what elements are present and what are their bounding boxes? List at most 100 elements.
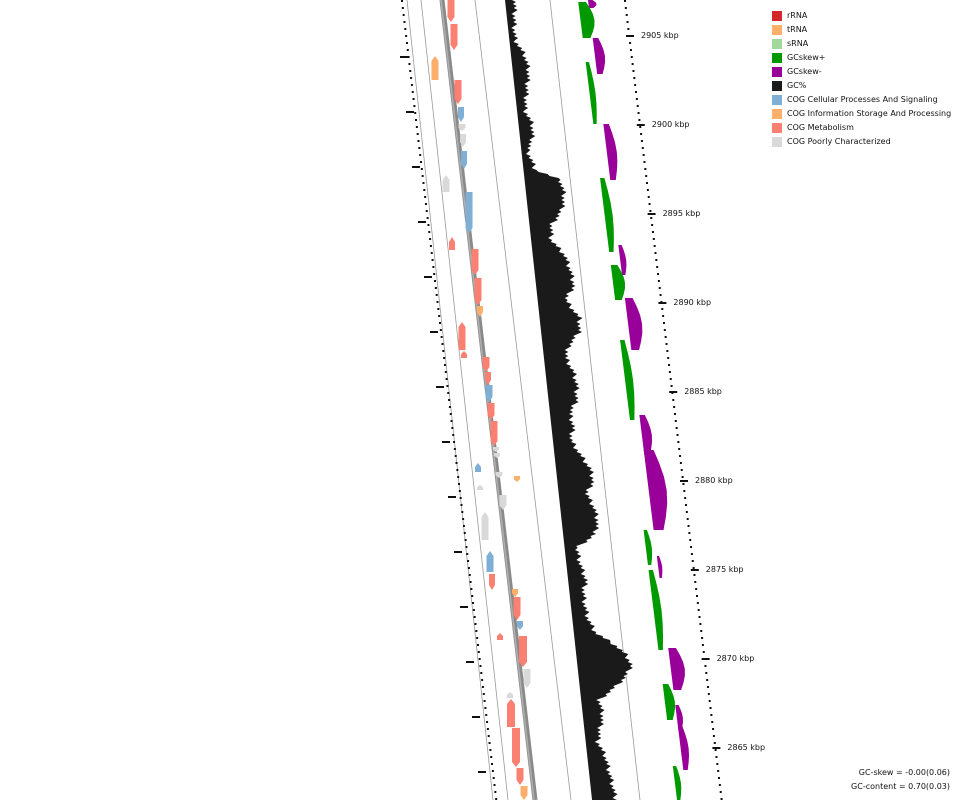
- ruler-dot: [631, 63, 634, 65]
- ruler-major-tick: [406, 111, 414, 113]
- ruler-dot: [697, 609, 700, 611]
- ruler-dot: [648, 203, 651, 205]
- tick-label: 2865 kbp: [727, 743, 765, 752]
- ruler-dot: [699, 623, 702, 625]
- ruler-dot: [698, 616, 701, 618]
- ruler-dot: [670, 385, 673, 387]
- legend-item-cog-information: COG Information Storage And Processing: [772, 107, 951, 121]
- ruler-dot: [442, 350, 445, 352]
- ruler-dot: [706, 679, 709, 681]
- ruler-dot: [428, 231, 431, 233]
- legend-label: COG Cellular Processes And Signaling: [787, 95, 938, 104]
- ruler-dot: [443, 357, 446, 359]
- ruler-dot: [455, 462, 458, 464]
- ruler-dot: [636, 105, 639, 107]
- ruler-dot: [642, 154, 645, 156]
- tick-label: 2905 kbp: [641, 31, 679, 40]
- label-tick: [647, 213, 656, 215]
- track-guide-line: [420, 0, 509, 800]
- ruler-dot: [458, 490, 461, 492]
- ruler-major-tick: [478, 771, 486, 773]
- ruler-dot: [627, 28, 630, 30]
- ruler-dot: [491, 770, 494, 772]
- ruler-dot: [434, 287, 437, 289]
- ruler-dot: [667, 357, 670, 359]
- ruler-dot: [696, 602, 699, 604]
- ruler-dot: [663, 329, 666, 331]
- ruler-dot: [688, 532, 691, 534]
- legend-swatch: [772, 123, 782, 133]
- ruler-dot: [484, 707, 487, 709]
- gc-skew-block: [624, 298, 643, 350]
- ruler-dot: [453, 441, 456, 443]
- legend-label: COG Metabolism: [787, 123, 854, 132]
- legend-item-srna: sRNA: [772, 37, 951, 51]
- gene-feature: [489, 574, 495, 590]
- ruler-dot: [632, 70, 635, 72]
- ruler-dot: [668, 371, 671, 373]
- legend-label: COG Information Storage And Processing: [787, 109, 952, 118]
- gene-features: [431, 0, 531, 800]
- ruler-dot: [693, 574, 696, 576]
- tick-label: 2900 kbp: [652, 120, 690, 129]
- ruler-dot: [669, 378, 672, 380]
- ruler-dot: [656, 266, 659, 268]
- legend-swatch: [772, 67, 782, 77]
- ruler-dot: [657, 273, 660, 275]
- legend-item-cog-cellular: COG Cellular Processes And Signaling: [772, 93, 951, 107]
- ruler-dot: [467, 560, 470, 562]
- gc-skew-block: [675, 705, 683, 730]
- ruler-dot: [651, 231, 654, 233]
- ruler-dot: [481, 686, 484, 688]
- ruler-dot: [480, 672, 483, 674]
- gc-skew-block: [656, 556, 663, 578]
- tick-label: 2890 kbp: [673, 298, 711, 307]
- ruler-dot: [639, 126, 642, 128]
- ruler-dot: [672, 399, 675, 401]
- label-tick: [690, 569, 699, 571]
- gc-skew-block: [643, 530, 653, 565]
- legend-item-gcskew-minus: GCskew-: [772, 65, 951, 79]
- ruler-major-tick: [424, 276, 432, 278]
- ruler-dot: [630, 56, 633, 58]
- legend-swatch: [772, 137, 782, 147]
- ruler-dot: [403, 21, 406, 23]
- ruler-dot: [474, 623, 477, 625]
- gene-feature: [490, 421, 498, 446]
- ruler-dot: [624, 0, 626, 2]
- ruler-dot: [494, 791, 497, 793]
- ruler-dot: [415, 126, 418, 128]
- label-tick: [636, 124, 645, 126]
- legend-label: sRNA: [787, 39, 809, 48]
- ruler-dot: [709, 707, 712, 709]
- legend-swatch: [772, 81, 782, 91]
- ruler-dot: [422, 182, 425, 184]
- gene-feature: [461, 151, 467, 169]
- ruler-dot: [491, 763, 494, 765]
- ruler-dot: [405, 35, 408, 37]
- gc-skew-block: [588, 0, 597, 8]
- ruler-dot: [469, 581, 472, 583]
- ruler-dot: [712, 728, 715, 730]
- ruler-dot: [659, 294, 662, 296]
- ruler-major-tick: [430, 331, 438, 333]
- ruler-dot: [708, 700, 711, 702]
- ruler-dot: [702, 651, 705, 653]
- gene-feature: [514, 476, 520, 482]
- tick-label: 2880 kbp: [695, 476, 733, 485]
- ruler-dot: [640, 133, 643, 135]
- gc-skew-block: [639, 415, 653, 455]
- ruler-dot: [476, 644, 479, 646]
- gene-feature: [523, 669, 531, 688]
- gc-skew-block: [672, 766, 682, 800]
- ruler-dot: [407, 56, 410, 58]
- ruler-dot: [472, 602, 475, 604]
- ruler-dot: [638, 119, 641, 121]
- ruler-dot: [421, 175, 424, 177]
- tick-label: 2875 kbp: [706, 565, 744, 574]
- ruler-dot: [711, 721, 714, 723]
- ruler-dot: [495, 798, 498, 800]
- ruler-dot: [483, 700, 486, 702]
- ruler-dot: [467, 567, 470, 569]
- ruler-dot: [683, 490, 686, 492]
